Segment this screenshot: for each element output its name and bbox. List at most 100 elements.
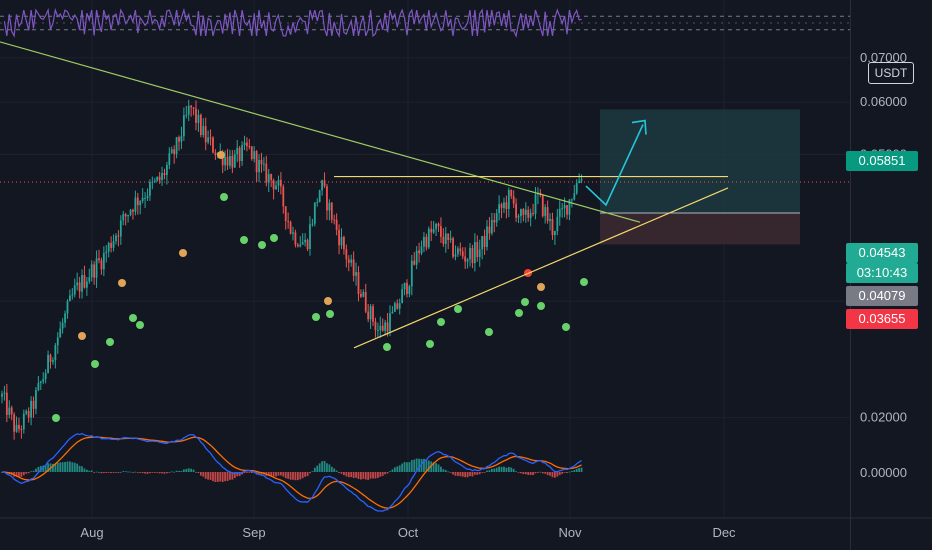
macd-histogram-bar: [105, 472, 108, 473]
candle-body: [522, 209, 525, 215]
candle-body: [168, 153, 171, 165]
candle-body: [267, 173, 270, 183]
macd-histogram-bar: [146, 472, 149, 474]
macd-histogram-bar: [321, 461, 323, 472]
macd-histogram-bar: [384, 472, 387, 475]
macd-histogram-bar: [115, 472, 117, 473]
macd-histogram-bar: [558, 472, 561, 476]
candle-body: [333, 219, 336, 221]
candle-body: [119, 220, 122, 237]
macd-histogram-bar: [343, 472, 345, 476]
candle-body: [275, 185, 277, 190]
candle-body: [76, 282, 79, 286]
candle-body: [568, 199, 571, 215]
drawing-tools[interactable]: [0, 41, 729, 349]
candle-body: [59, 328, 62, 338]
candle-body: [30, 400, 32, 418]
macd-histogram-bar: [537, 472, 539, 473]
candle-body: [575, 183, 578, 194]
macd-histogram-bar: [481, 472, 484, 473]
candle-body: [180, 136, 183, 142]
macd-histogram-bar: [488, 470, 491, 472]
signal-dot: [52, 414, 60, 422]
candle-body: [345, 249, 348, 260]
candle-body: [406, 282, 408, 294]
candle-body: [517, 216, 520, 218]
candle-body: [178, 137, 180, 142]
macd-histogram-bar: [323, 460, 326, 472]
macd-histogram-bar: [27, 472, 30, 474]
candle-body: [534, 194, 537, 214]
candle-body: [512, 196, 515, 204]
rsi-line: [3, 7, 582, 38]
candle-body: [401, 289, 404, 304]
candle-body: [127, 214, 129, 217]
candle-body: [364, 292, 367, 312]
macd-histogram-bar: [170, 471, 173, 473]
signal-dot: [485, 328, 493, 336]
candle-body: [413, 260, 416, 265]
macd-histogram-bar: [432, 462, 435, 472]
candle-body: [498, 204, 501, 214]
macd-histogram-bar: [158, 472, 161, 474]
macd-histogram-bar: [156, 472, 159, 473]
candle-body: [66, 301, 69, 314]
candle-body: [226, 156, 229, 166]
candle-body: [313, 202, 316, 224]
candle-body: [144, 197, 146, 199]
macd-histogram-bar: [469, 472, 471, 477]
candle-body: [292, 232, 294, 234]
macd-histogram-bar: [442, 469, 445, 472]
candle-body: [229, 155, 231, 166]
candle-body: [347, 259, 350, 263]
macd-histogram-bar: [44, 464, 47, 472]
time-axis[interactable]: Aug Sep Oct Nov Dec: [80, 525, 736, 540]
time-tick-label: Nov: [558, 525, 582, 540]
candle-body: [98, 258, 100, 261]
candle-body: [246, 142, 248, 147]
position-tool[interactable]: [0, 109, 850, 245]
candle-body: [212, 137, 214, 153]
macd-histogram-bar: [495, 467, 498, 472]
macd-histogram-bar: [372, 472, 374, 479]
macd-histogram-bar: [471, 472, 474, 477]
macd-histogram-bar: [107, 472, 110, 473]
candle-body: [204, 126, 207, 143]
macd-histogram-bar: [37, 466, 40, 472]
macd-histogram-bar: [544, 472, 547, 474]
macd-histogram-bar: [61, 462, 64, 472]
signal-dot: [437, 318, 445, 326]
candle-body: [340, 237, 343, 246]
macd-histogram-bar: [345, 472, 348, 477]
macd-histogram-bar: [369, 472, 372, 479]
candle-body: [173, 149, 176, 155]
macd-histogram-bar: [81, 466, 83, 472]
macd-histogram-bar: [476, 472, 479, 475]
macd-histogram-bar: [39, 466, 42, 472]
candle-body: [544, 207, 547, 217]
candle-body: [195, 108, 197, 123]
candle-body: [132, 209, 134, 212]
candle-body: [107, 243, 110, 252]
candle-body: [367, 311, 370, 320]
macd-histogram-bar: [464, 472, 467, 478]
candle-body: [129, 209, 132, 215]
candle-body: [486, 226, 488, 247]
candle-body: [570, 199, 573, 201]
candle-body: [192, 107, 195, 109]
candle-body: [151, 181, 154, 183]
macd-histogram-bar: [556, 472, 559, 477]
macd-histogram-bar: [64, 461, 66, 472]
macd-histogram-bar: [573, 470, 576, 472]
candle-body: [117, 235, 120, 237]
candle-body: [190, 105, 193, 108]
currency-badge[interactable]: USDT: [868, 62, 914, 84]
candle-body: [265, 163, 268, 183]
candle-body: [566, 205, 568, 215]
macd-histogram-bar: [549, 472, 551, 476]
signal-dot: [217, 151, 225, 159]
macd-histogram-bar: [279, 472, 282, 476]
candle-body: [95, 258, 98, 278]
macd-histogram-bar: [180, 470, 183, 472]
